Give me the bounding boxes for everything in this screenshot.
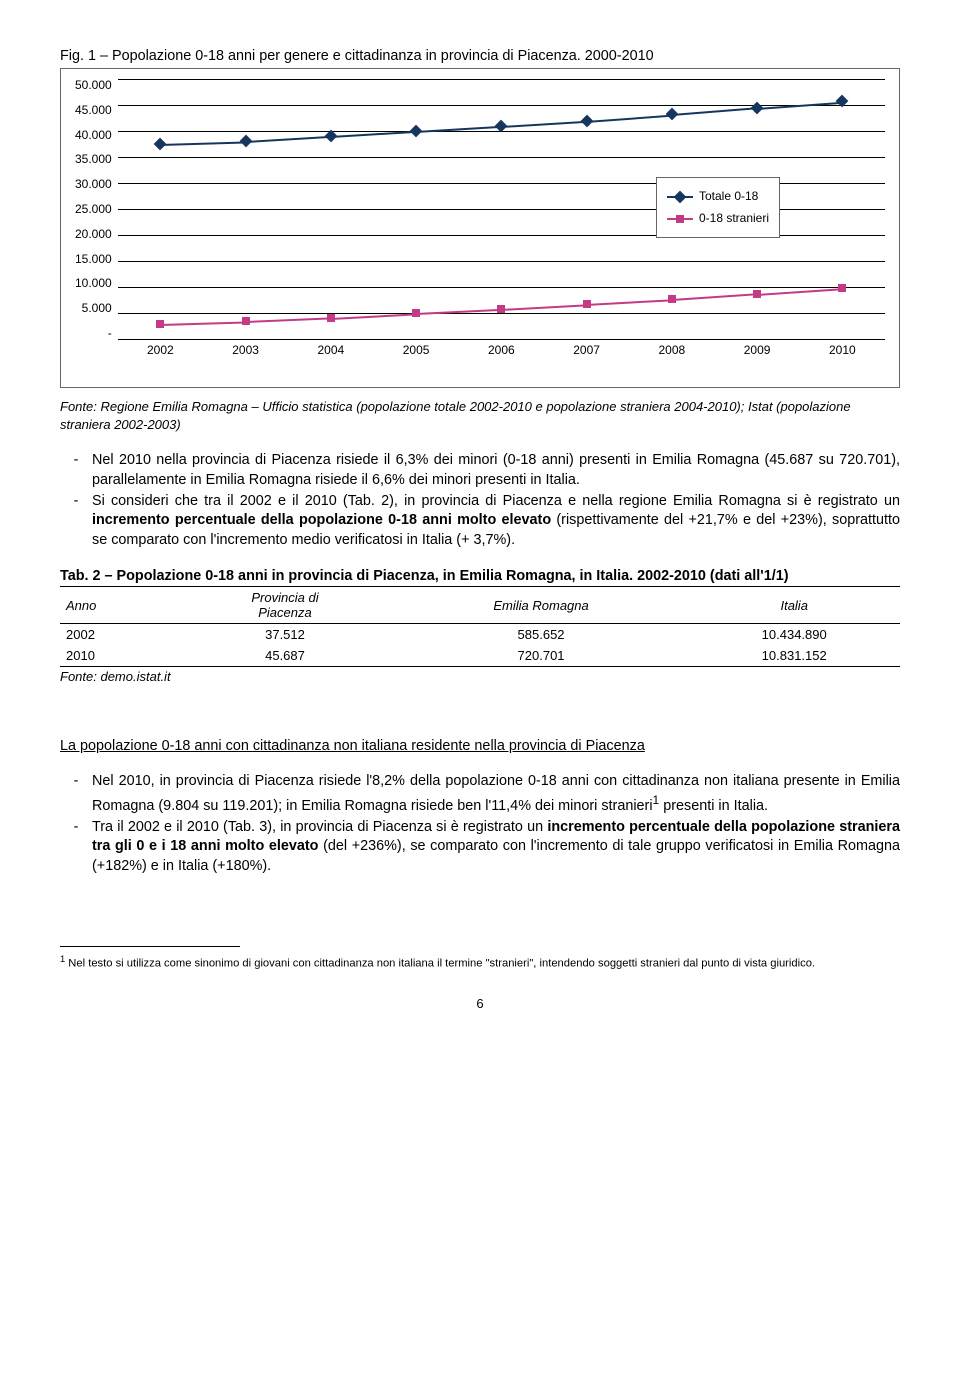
x-tick-label: 2007 bbox=[573, 343, 600, 357]
y-tick-label: 40.000 bbox=[75, 129, 112, 141]
figure-source: Fonte: Regione Emilia Romagna – Ufficio … bbox=[60, 398, 900, 433]
table-row: 200237.512585.65210.434.890 bbox=[60, 624, 900, 646]
table-column-header: Emilia Romagna bbox=[394, 587, 689, 624]
bullet-list-2: -Nel 2010, in provincia di Piacenza risi… bbox=[60, 772, 900, 876]
list-item: -Si consideri che tra il 2002 e il 2010 … bbox=[60, 492, 900, 550]
legend-item: 0-18 stranieri bbox=[667, 208, 769, 230]
bullet-list-1: -Nel 2010 nella provincia di Piacenza ri… bbox=[60, 451, 900, 550]
footnote-rule bbox=[60, 946, 240, 947]
section-heading: La popolazione 0-18 anni con cittadinanz… bbox=[60, 738, 900, 754]
y-tick-label: 5.000 bbox=[75, 302, 112, 314]
table-title: Tab. 2 – Popolazione 0-18 anni in provin… bbox=[60, 568, 900, 584]
list-item: -Nel 2010 nella provincia di Piacenza ri… bbox=[60, 451, 900, 490]
y-tick-label: 50.000 bbox=[75, 79, 112, 91]
list-item: -Tra il 2002 e il 2010 (Tab. 3), in prov… bbox=[60, 818, 900, 876]
page-number: 6 bbox=[60, 996, 900, 1011]
legend-item: Totale 0-18 bbox=[667, 186, 769, 208]
y-tick-label: 20.000 bbox=[75, 228, 112, 240]
y-tick-label: 15.000 bbox=[75, 253, 112, 265]
line-chart: 50.000 45.000 40.000 35.000 30.000 25.000 20.0… bbox=[60, 68, 900, 388]
y-tick-label: 25.000 bbox=[75, 203, 112, 215]
fonte-label: Fonte bbox=[60, 399, 93, 414]
fonte-text: : Regione Emilia Romagna – Ufficio stati… bbox=[60, 399, 851, 432]
y-tick-label: 35.000 bbox=[75, 153, 112, 165]
y-tick-label: 10.000 bbox=[75, 277, 112, 289]
chart-legend: Totale 0-180-18 stranieri bbox=[656, 177, 780, 238]
population-table: AnnoProvincia diPiacenzaEmilia RomagnaIt… bbox=[60, 586, 900, 667]
table-column-header: Provincia diPiacenza bbox=[176, 587, 393, 624]
y-tick-label: 45.000 bbox=[75, 104, 112, 116]
table-column-header: Anno bbox=[60, 587, 176, 624]
y-tick-label: 30.000 bbox=[75, 178, 112, 190]
table-header-row: AnnoProvincia diPiacenzaEmilia RomagnaIt… bbox=[60, 587, 900, 624]
x-axis: 2002 2003 2004 2005 2006 2007 2008 2009 2010 bbox=[118, 343, 885, 357]
y-tick-label: - bbox=[75, 327, 112, 339]
list-item: -Nel 2010, in provincia di Piacenza risi… bbox=[60, 772, 900, 816]
figure-title: Fig. 1 – Popolazione 0-18 anni per gener… bbox=[60, 48, 900, 64]
x-tick-label: 2005 bbox=[403, 343, 430, 357]
x-tick-label: 2008 bbox=[658, 343, 685, 357]
x-tick-label: 2009 bbox=[744, 343, 771, 357]
x-tick-label: 2006 bbox=[488, 343, 515, 357]
table-row: 201045.687720.70110.831.152 bbox=[60, 645, 900, 667]
x-tick-label: 2002 bbox=[147, 343, 174, 357]
y-axis: 50.000 45.000 40.000 35.000 30.000 25.000 20.0… bbox=[75, 79, 118, 339]
x-tick-label: 2010 bbox=[829, 343, 856, 357]
table-column-header: Italia bbox=[688, 587, 900, 624]
x-tick-label: 2003 bbox=[232, 343, 259, 357]
footnote: 1 Nel testo si utilizza come sinonimo di… bbox=[60, 953, 900, 971]
x-tick-label: 2004 bbox=[317, 343, 344, 357]
table-source: Fonte: demo.istat.it bbox=[60, 669, 900, 684]
